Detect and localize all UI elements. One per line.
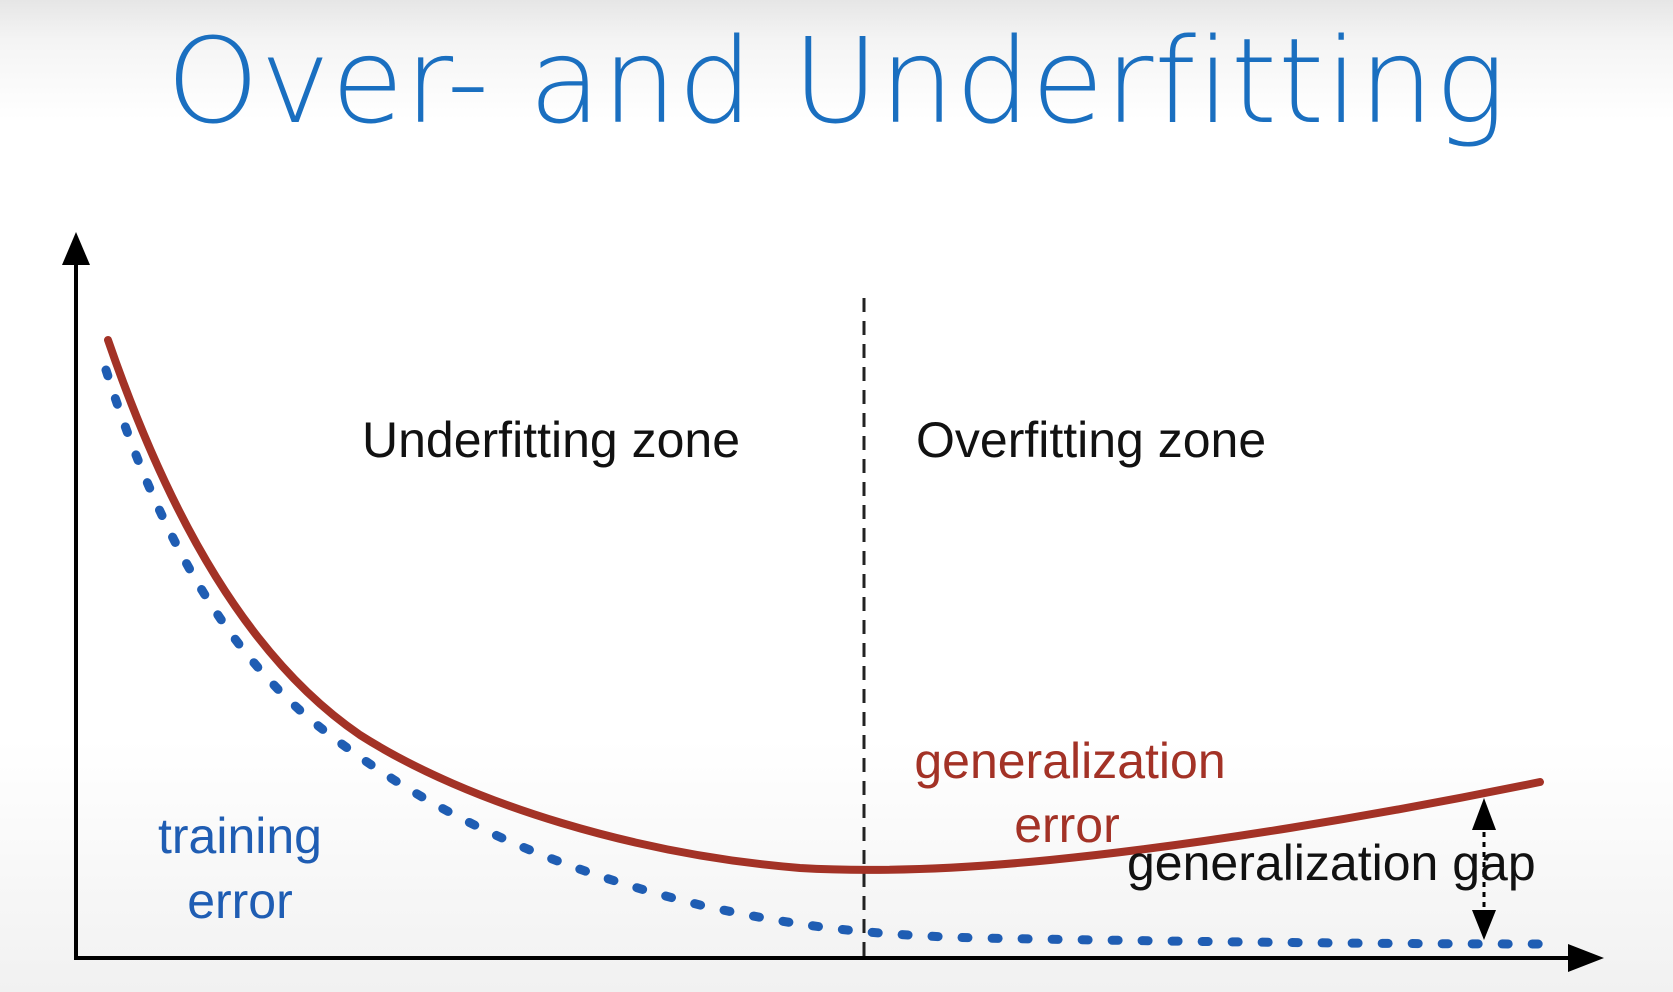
generalization-error-label-line1: generalization bbox=[914, 733, 1225, 789]
gap-arrow-up-icon bbox=[1472, 798, 1496, 830]
slide-title: Over- and Underfitting bbox=[166, 12, 1507, 150]
gap-arrow-down-icon bbox=[1472, 910, 1496, 940]
generalization-error-label-line2: error bbox=[1014, 797, 1120, 853]
x-axis-arrow bbox=[1568, 944, 1604, 972]
generalization-gap-label: generalization gap bbox=[1127, 835, 1536, 891]
generalization-error-curve bbox=[104, 336, 1544, 874]
training-error-label-line1: training bbox=[158, 808, 322, 864]
overfitting-zone-label: Overfitting zone bbox=[916, 412, 1266, 468]
underfitting-zone-label: Underfitting zone bbox=[362, 412, 740, 468]
training-error-curve bbox=[101, 365, 1555, 949]
y-axis-arrow bbox=[62, 232, 90, 265]
training-error-label-line2: error bbox=[187, 873, 293, 929]
